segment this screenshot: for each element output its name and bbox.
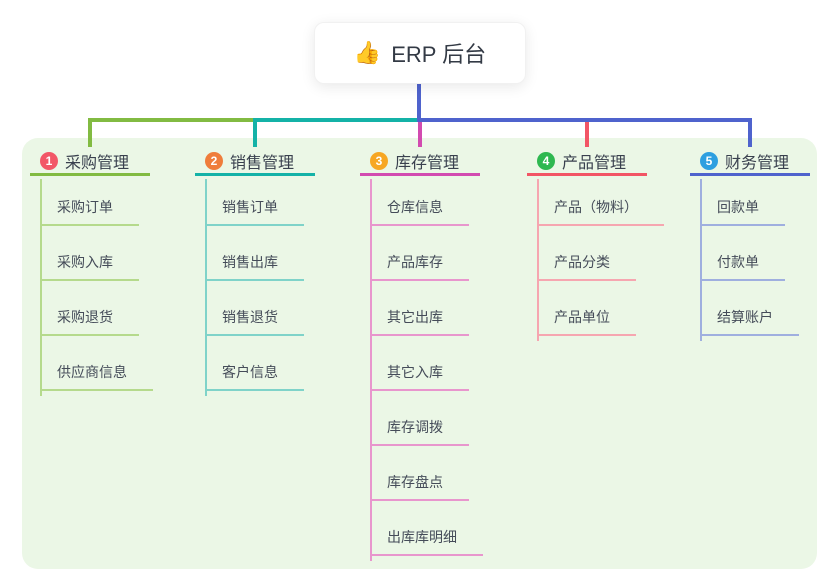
branch-label: 产品管理 [562,154,627,172]
child-node[interactable]: 出库库明细 [370,527,483,556]
child-node-row: 客户信息 [205,336,325,391]
child-node-row: 其它出库 [370,281,490,336]
thumbs-up-icon: 👍 [353,40,382,65]
child-node-row: 销售出库 [205,226,325,281]
branch-children: 产品（物料） 产品分类产品单位 [537,176,664,336]
child-node[interactable]: 销售出库 [205,252,304,281]
child-node[interactable]: 结算账户 [700,307,799,336]
branch-trunk-line [205,179,207,396]
branch-5: 5 财务管理回款单付款单结算账户 [690,148,820,341]
child-node-row: 采购入库 [40,226,160,281]
child-node[interactable]: 付款单 [700,252,785,281]
child-node[interactable]: 采购退货 [40,307,139,336]
child-node[interactable]: 销售退货 [205,307,304,336]
branch-label: 采购管理 [65,154,130,172]
branch-trunk-line [370,179,372,561]
root-node-erp[interactable]: 👍 ERP 后台 [314,22,526,84]
child-node-row: 库存调拨 [370,391,490,446]
child-node-row: 仓库信息 [370,176,490,226]
child-node-row: 采购订单 [40,176,160,226]
branch-label: 库存管理 [395,154,460,172]
child-node[interactable]: 产品（物料） [537,197,664,226]
branch-number-badge: 1 [40,151,58,170]
branch-number-badge: 5 [700,151,718,170]
child-node-row: 出库库明细 [370,501,490,556]
branch-2: 2 销售管理销售订单销售出库销售退货客户信息 [195,148,325,396]
child-node-row: 产品库存 [370,226,490,281]
child-node[interactable]: 其它出库 [370,307,469,336]
child-node-row: 销售退货 [205,281,325,336]
child-node[interactable]: 其它入库 [370,362,469,391]
child-node-row: 结算账户 [700,281,820,336]
child-node-row: 供应商信息 [40,336,160,391]
child-node-row: 库存盘点 [370,446,490,501]
child-node[interactable]: 回款单 [700,197,785,226]
child-node[interactable]: 采购入库 [40,252,139,281]
branch-label: 财务管理 [725,154,790,172]
child-node-row: 其它入库 [370,336,490,391]
branch-1: 1 采购管理采购订单采购入库采购退货供应商信息 [30,148,160,396]
branch-3: 3 库存管理仓库信息产品库存其它出库其它入库库存调拨库存盘点出库库明细 [360,148,490,561]
branch-number-badge: 4 [537,151,555,170]
branch-node[interactable]: 5 财务管理 [690,148,810,176]
branch-children: 采购订单采购入库采购退货供应商信息 [40,176,160,391]
child-node-row: 付款单 [700,226,820,281]
branch-node[interactable]: 2 销售管理 [195,148,315,176]
child-node[interactable]: 库存盘点 [370,472,469,501]
branch-4: 4 产品管理产品（物料） 产品分类产品单位 [527,148,664,341]
child-node[interactable]: 产品库存 [370,252,469,281]
child-node[interactable]: 客户信息 [205,362,304,391]
root-node-label: ERP 后台 [391,42,487,67]
child-node-row: 销售订单 [205,176,325,226]
branch-node[interactable]: 4 产品管理 [527,148,647,176]
branch-trunk-line [40,179,42,396]
branch-trunk-line [700,179,702,341]
child-node-row: 采购退货 [40,281,160,336]
branch-children: 仓库信息产品库存其它出库其它入库库存调拨库存盘点出库库明细 [370,176,490,556]
branch-children: 销售订单销售出库销售退货客户信息 [205,176,325,391]
branch-number-badge: 3 [370,151,388,170]
child-node[interactable]: 库存调拨 [370,417,469,446]
child-node-row: 回款单 [700,176,820,226]
branch-node[interactable]: 3 库存管理 [360,148,480,176]
branch-number-badge: 2 [205,151,223,170]
branch-label: 销售管理 [230,154,295,172]
branch-trunk-line [537,179,539,341]
child-node-row: 产品（物料） [537,176,664,226]
child-node-row: 产品分类 [537,226,657,281]
child-node[interactable]: 采购订单 [40,197,139,226]
child-node[interactable]: 供应商信息 [40,362,153,391]
mindmap-background-panel [22,138,817,569]
child-node[interactable]: 仓库信息 [370,197,469,226]
child-node[interactable]: 产品单位 [537,307,636,336]
branch-children: 回款单付款单结算账户 [700,176,820,336]
child-node[interactable]: 产品分类 [537,252,636,281]
child-node[interactable]: 销售订单 [205,197,304,226]
branch-node[interactable]: 1 采购管理 [30,148,150,176]
child-node-row: 产品单位 [537,281,657,336]
